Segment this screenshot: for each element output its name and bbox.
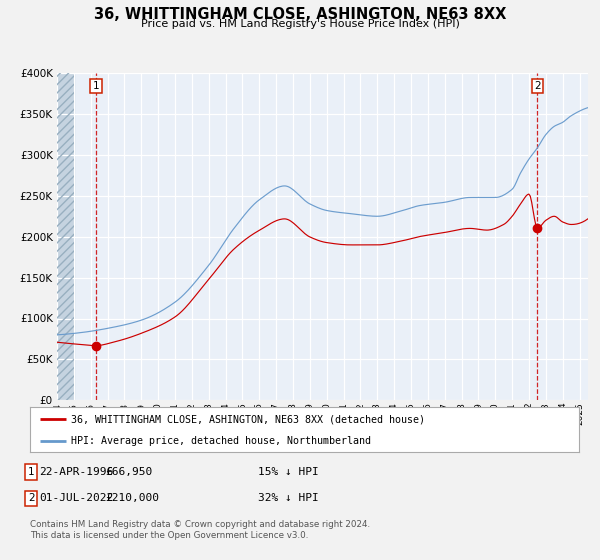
Text: Price paid vs. HM Land Registry's House Price Index (HPI): Price paid vs. HM Land Registry's House …: [140, 19, 460, 29]
Text: £66,950: £66,950: [105, 467, 152, 477]
Text: 15% ↓ HPI: 15% ↓ HPI: [258, 467, 319, 477]
Text: £210,000: £210,000: [105, 493, 159, 503]
Text: 36, WHITTINGHAM CLOSE, ASHINGTON, NE63 8XX: 36, WHITTINGHAM CLOSE, ASHINGTON, NE63 8…: [94, 7, 506, 22]
Text: 2: 2: [534, 81, 541, 91]
Bar: [57, 73, 74, 400]
Text: This data is licensed under the Open Government Licence v3.0.: This data is licensed under the Open Gov…: [30, 531, 308, 540]
Text: HPI: Average price, detached house, Northumberland: HPI: Average price, detached house, Nort…: [71, 436, 371, 446]
Text: 1: 1: [28, 467, 35, 477]
Text: 01-JUL-2022: 01-JUL-2022: [39, 493, 113, 503]
Text: 1: 1: [92, 81, 99, 91]
Text: 2: 2: [28, 493, 35, 503]
Text: 36, WHITTINGHAM CLOSE, ASHINGTON, NE63 8XX (detached house): 36, WHITTINGHAM CLOSE, ASHINGTON, NE63 8…: [71, 414, 425, 424]
Text: 22-APR-1996: 22-APR-1996: [39, 467, 113, 477]
Bar: [57, 73, 74, 400]
Text: 32% ↓ HPI: 32% ↓ HPI: [258, 493, 319, 503]
Text: Contains HM Land Registry data © Crown copyright and database right 2024.: Contains HM Land Registry data © Crown c…: [30, 520, 370, 529]
